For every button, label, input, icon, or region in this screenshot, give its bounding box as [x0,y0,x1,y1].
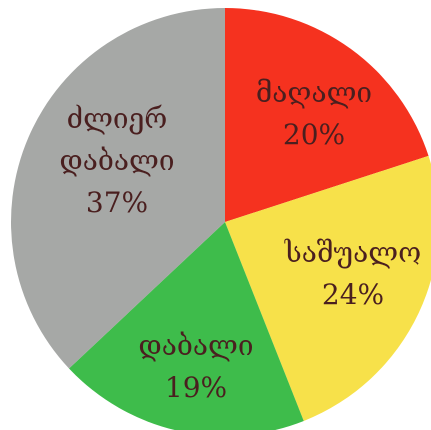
pie-slice-3-percent: 37% [86,186,148,219]
pie-slice-3-label: ძლიერ [67,102,168,135]
pie-slice-0-percent: 20% [283,118,345,151]
pie-slice-0-label: მაღალი [256,76,372,109]
pie-slice-2-percent: 19% [165,371,227,404]
pie-labels: მაღალი 20% საშუალო 24% დაბალი 19% ძლიერ დაბალი 3… [59,76,421,404]
pie-slice-1-percent: 24% [322,278,384,311]
pie-slice-3 [11,8,225,369]
pie-slice-0 [225,8,429,222]
pie-slice-1 [225,155,431,421]
pie-slice-3-label: დაბალი [59,144,174,177]
pie-slice-2 [69,222,304,430]
pie-slice-2-label: დაბალი [138,329,253,362]
pie-slices [11,8,431,430]
pie-slice-1-label: საშუალო [284,236,421,269]
